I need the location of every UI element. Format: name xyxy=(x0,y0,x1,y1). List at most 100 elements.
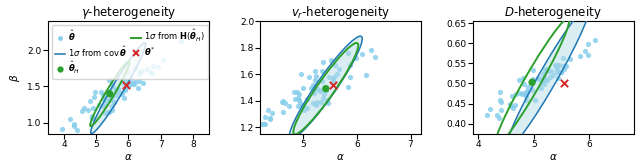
Point xyxy=(104,111,114,113)
Point xyxy=(482,114,492,116)
Point xyxy=(302,107,312,110)
Point xyxy=(494,116,504,119)
Point xyxy=(330,64,340,66)
Y-axis label: $\beta$: $\beta$ xyxy=(8,73,22,82)
Point xyxy=(520,92,530,95)
Point xyxy=(147,71,157,74)
Point xyxy=(102,111,113,114)
Point xyxy=(294,99,305,102)
Point xyxy=(99,98,109,100)
Point xyxy=(68,122,79,125)
Point xyxy=(301,97,312,100)
Point xyxy=(111,94,121,96)
Point xyxy=(495,99,506,101)
Point xyxy=(508,107,518,110)
Point xyxy=(104,79,114,82)
Point xyxy=(88,106,98,109)
Point xyxy=(589,39,600,41)
Point xyxy=(94,104,104,107)
Point xyxy=(316,70,326,72)
Point xyxy=(134,73,144,76)
Point xyxy=(292,91,302,94)
Point xyxy=(121,84,131,86)
Point xyxy=(543,70,553,73)
X-axis label: $\alpha$: $\alpha$ xyxy=(337,152,345,162)
Point xyxy=(521,93,531,96)
Point xyxy=(313,88,323,90)
Point xyxy=(552,76,563,79)
Legend: $\hat{\boldsymbol{\theta}}$, $1\sigma$ from $\mathrm{cov}\,\hat{\boldsymbol{\the: $\hat{\boldsymbol{\theta}}$, $1\sigma$ f… xyxy=(52,25,208,79)
Point xyxy=(292,96,303,99)
Point xyxy=(105,92,115,95)
Point xyxy=(540,68,550,71)
Point xyxy=(319,93,329,96)
Point xyxy=(68,125,79,127)
Point xyxy=(321,89,332,91)
Point xyxy=(495,101,506,104)
Point xyxy=(295,102,305,104)
Point xyxy=(99,105,109,107)
Point xyxy=(332,73,342,76)
Point xyxy=(260,116,270,119)
Point xyxy=(148,65,158,67)
Point xyxy=(87,114,97,117)
Point xyxy=(519,83,529,86)
Point xyxy=(105,99,115,102)
Point xyxy=(304,76,314,78)
Point xyxy=(125,77,135,80)
Point xyxy=(265,117,275,120)
Point xyxy=(514,79,524,81)
Point xyxy=(316,89,326,92)
Point xyxy=(533,77,543,79)
Point xyxy=(296,73,306,75)
Point xyxy=(515,92,525,95)
Point xyxy=(523,86,533,88)
Point xyxy=(107,109,117,111)
Point xyxy=(527,79,538,81)
Title: $\gamma$-heterogeneity: $\gamma$-heterogeneity xyxy=(81,4,176,21)
Ellipse shape xyxy=(506,5,590,149)
Point xyxy=(263,109,273,111)
Point xyxy=(506,105,516,108)
X-axis label: $\alpha$: $\alpha$ xyxy=(124,152,132,162)
Point xyxy=(532,78,543,80)
Point xyxy=(129,82,140,85)
Point xyxy=(310,79,321,81)
Point xyxy=(298,86,308,89)
Point xyxy=(552,71,562,74)
Point xyxy=(318,61,328,64)
Point xyxy=(104,89,114,92)
Point xyxy=(153,66,163,68)
Point xyxy=(310,104,321,107)
Point xyxy=(290,98,300,100)
Point xyxy=(556,71,566,73)
Point xyxy=(528,69,538,72)
Point xyxy=(518,77,529,80)
Point xyxy=(527,89,537,91)
Point xyxy=(308,92,319,95)
Point xyxy=(107,83,117,86)
Point xyxy=(58,128,68,130)
Point xyxy=(521,98,531,101)
Point xyxy=(351,57,361,59)
Point xyxy=(328,78,338,80)
Ellipse shape xyxy=(289,36,362,139)
Point xyxy=(539,75,549,78)
Point xyxy=(83,109,93,111)
Point xyxy=(361,74,371,76)
Point xyxy=(580,50,590,52)
Point xyxy=(278,110,289,113)
Point xyxy=(252,120,262,122)
Point xyxy=(89,96,99,98)
Point xyxy=(310,74,321,77)
Point xyxy=(289,91,299,93)
Point xyxy=(135,71,145,74)
Point xyxy=(329,76,339,78)
Point xyxy=(257,123,268,125)
Point xyxy=(134,79,144,82)
Point xyxy=(557,65,568,67)
Point xyxy=(321,87,331,90)
Point xyxy=(76,110,86,113)
Point xyxy=(561,64,572,67)
Point xyxy=(298,104,308,106)
